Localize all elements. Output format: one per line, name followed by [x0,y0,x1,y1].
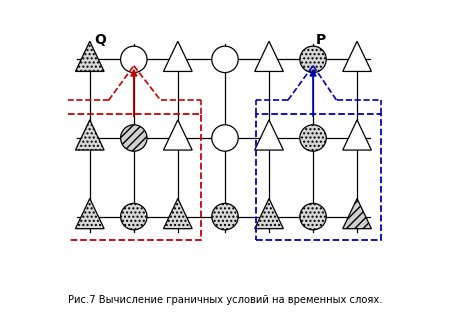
Circle shape [121,46,147,73]
Polygon shape [343,41,371,71]
Text: P: P [316,33,326,47]
Text: Рис.7 Вычисление граничных условий на временных слоях.: Рис.7 Вычисление граничных условий на вр… [68,295,382,305]
Circle shape [212,125,238,151]
Polygon shape [163,120,192,150]
Polygon shape [255,120,284,150]
Bar [62,115,202,240]
Polygon shape [76,120,104,150]
Polygon shape [255,198,284,229]
Circle shape [212,204,238,230]
Circle shape [300,125,326,151]
Circle shape [300,204,326,230]
Polygon shape [76,198,104,229]
Circle shape [300,46,326,73]
Polygon shape [76,41,104,71]
Circle shape [121,204,147,230]
Circle shape [121,125,147,151]
Polygon shape [255,41,284,71]
Text: Q: Q [94,33,106,47]
Polygon shape [343,198,371,229]
Circle shape [212,46,238,73]
Polygon shape [163,198,192,229]
Polygon shape [343,120,371,150]
Polygon shape [163,41,192,71]
Bar [256,115,381,240]
